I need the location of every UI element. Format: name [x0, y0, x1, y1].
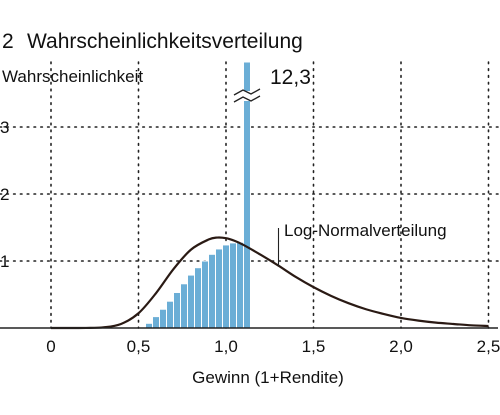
y-tick-label-0: 1: [0, 252, 9, 271]
histogram-bars: [145, 61, 251, 329]
histogram-bar-1: [152, 316, 160, 329]
labels: Wahrscheinlichkeit Gewinn (1+Rendite) 12…: [2, 66, 447, 387]
histogram-bar-11: [222, 244, 230, 329]
histogram-bar-13: [236, 241, 244, 329]
histogram-bar-14: [243, 61, 251, 329]
x-tick-label-2: 1,0: [214, 337, 238, 356]
histogram-bar-9: [208, 253, 216, 329]
x-tick-label-4: 2,0: [389, 337, 413, 356]
break-annotation: 12,3: [270, 66, 311, 89]
chart-title-group: 2 Wahrscheinlichkeitsverteilung: [2, 30, 303, 53]
y-axis-label: Wahrscheinlichkeit: [2, 67, 143, 86]
histogram-bar-6: [187, 274, 195, 329]
histogram-bar-5: [180, 283, 188, 329]
histogram-bar-10: [215, 248, 223, 329]
y-tick-label-2: 3: [0, 118, 9, 137]
x-tick-label-5: 2,5: [477, 337, 500, 356]
histogram-bar-0: [145, 322, 153, 329]
axis-break-line-bottom: [233, 95, 261, 103]
axis-break-gap: [235, 91, 259, 101]
histogram-bar-12: [229, 242, 237, 329]
chart-title: Wahrscheinlichkeitsverteilung: [27, 30, 303, 53]
histogram-bar-3: [166, 300, 174, 329]
histogram-bar-4: [173, 291, 181, 329]
histogram-bar-8: [201, 260, 209, 329]
histogram-bar-7: [194, 267, 202, 329]
x-tick-label-3: 1,5: [302, 337, 326, 356]
x-tick-label-1: 0,5: [127, 337, 151, 356]
lognormal-curve: [50, 236, 489, 330]
series-label-lognormal: Log-Normalverteilung: [284, 221, 447, 240]
chart-title-number: 2: [2, 30, 14, 53]
axes: 0 0,5 1,0 1,5 2,0 2,5 1 2 3: [0, 118, 500, 356]
x-axis-label: Gewinn (1+Rendite): [192, 368, 344, 387]
y-tick-label-1: 2: [0, 185, 9, 204]
grid: [0, 61, 499, 329]
axis-break-marker: [233, 88, 261, 103]
axis-break-line-top: [233, 88, 261, 96]
lognormal-curve-layer: [50, 228, 489, 330]
x-tick-label-0: 0: [46, 337, 55, 356]
histogram-bar-2: [159, 308, 167, 329]
